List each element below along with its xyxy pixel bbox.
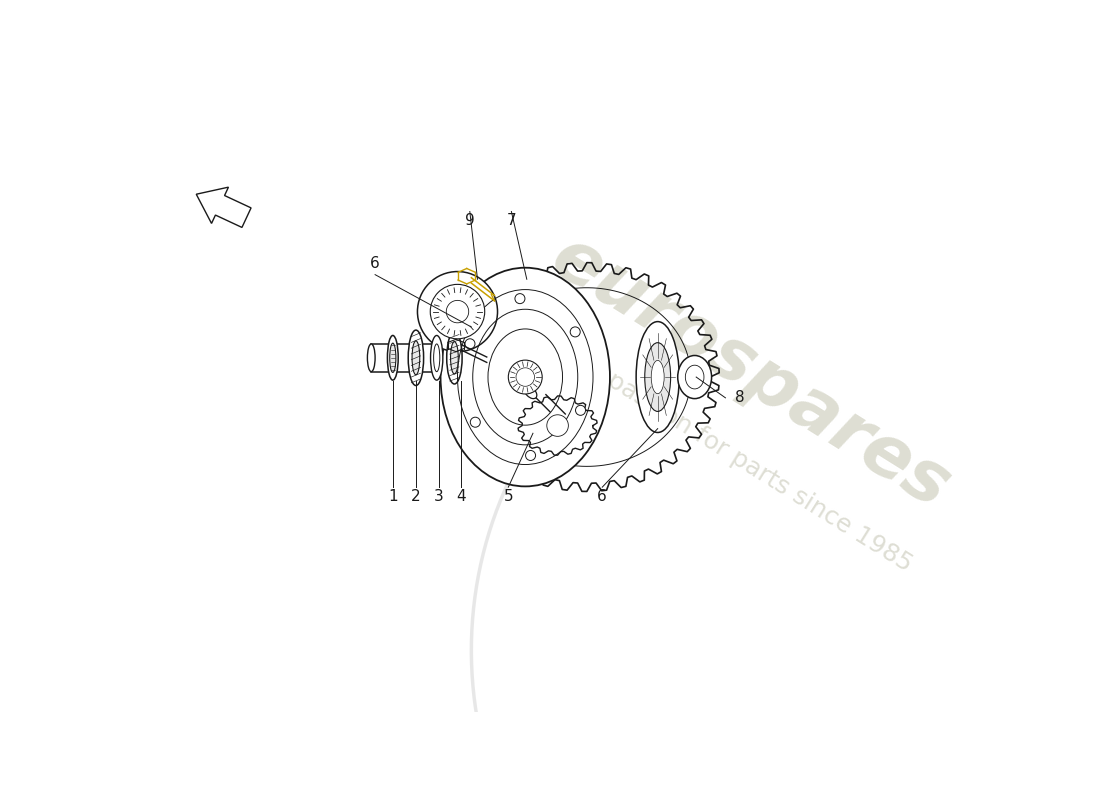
Ellipse shape	[636, 322, 680, 433]
Ellipse shape	[430, 284, 485, 339]
Ellipse shape	[433, 344, 440, 372]
Circle shape	[515, 294, 525, 304]
Polygon shape	[196, 187, 251, 227]
Circle shape	[447, 300, 469, 323]
Circle shape	[570, 327, 580, 337]
Ellipse shape	[430, 335, 443, 380]
Text: 8: 8	[735, 390, 745, 406]
Text: eurospares: eurospares	[538, 223, 962, 523]
Ellipse shape	[408, 330, 424, 386]
Ellipse shape	[451, 342, 459, 374]
Circle shape	[575, 406, 585, 415]
Ellipse shape	[524, 386, 537, 398]
Text: 2: 2	[411, 489, 420, 504]
Ellipse shape	[678, 355, 712, 398]
Ellipse shape	[440, 268, 609, 486]
Text: 7: 7	[507, 214, 516, 228]
Text: 4: 4	[455, 489, 465, 504]
Text: 9: 9	[465, 214, 475, 228]
Ellipse shape	[367, 344, 375, 372]
Text: 6: 6	[371, 256, 380, 271]
Ellipse shape	[651, 361, 664, 394]
Circle shape	[465, 338, 475, 349]
Polygon shape	[518, 396, 597, 455]
Text: 5: 5	[504, 489, 513, 504]
Circle shape	[471, 417, 481, 427]
Polygon shape	[454, 262, 719, 491]
Ellipse shape	[387, 335, 398, 380]
Text: 1: 1	[388, 489, 397, 504]
Circle shape	[508, 360, 542, 394]
Text: a passion for parts since 1985: a passion for parts since 1985	[583, 355, 916, 576]
Text: 3: 3	[434, 489, 444, 504]
Ellipse shape	[418, 271, 497, 352]
Text: 6: 6	[597, 489, 607, 504]
Ellipse shape	[412, 341, 420, 374]
Ellipse shape	[389, 343, 396, 373]
Ellipse shape	[645, 342, 671, 411]
Circle shape	[547, 414, 569, 436]
Circle shape	[526, 450, 536, 461]
Ellipse shape	[447, 332, 462, 384]
